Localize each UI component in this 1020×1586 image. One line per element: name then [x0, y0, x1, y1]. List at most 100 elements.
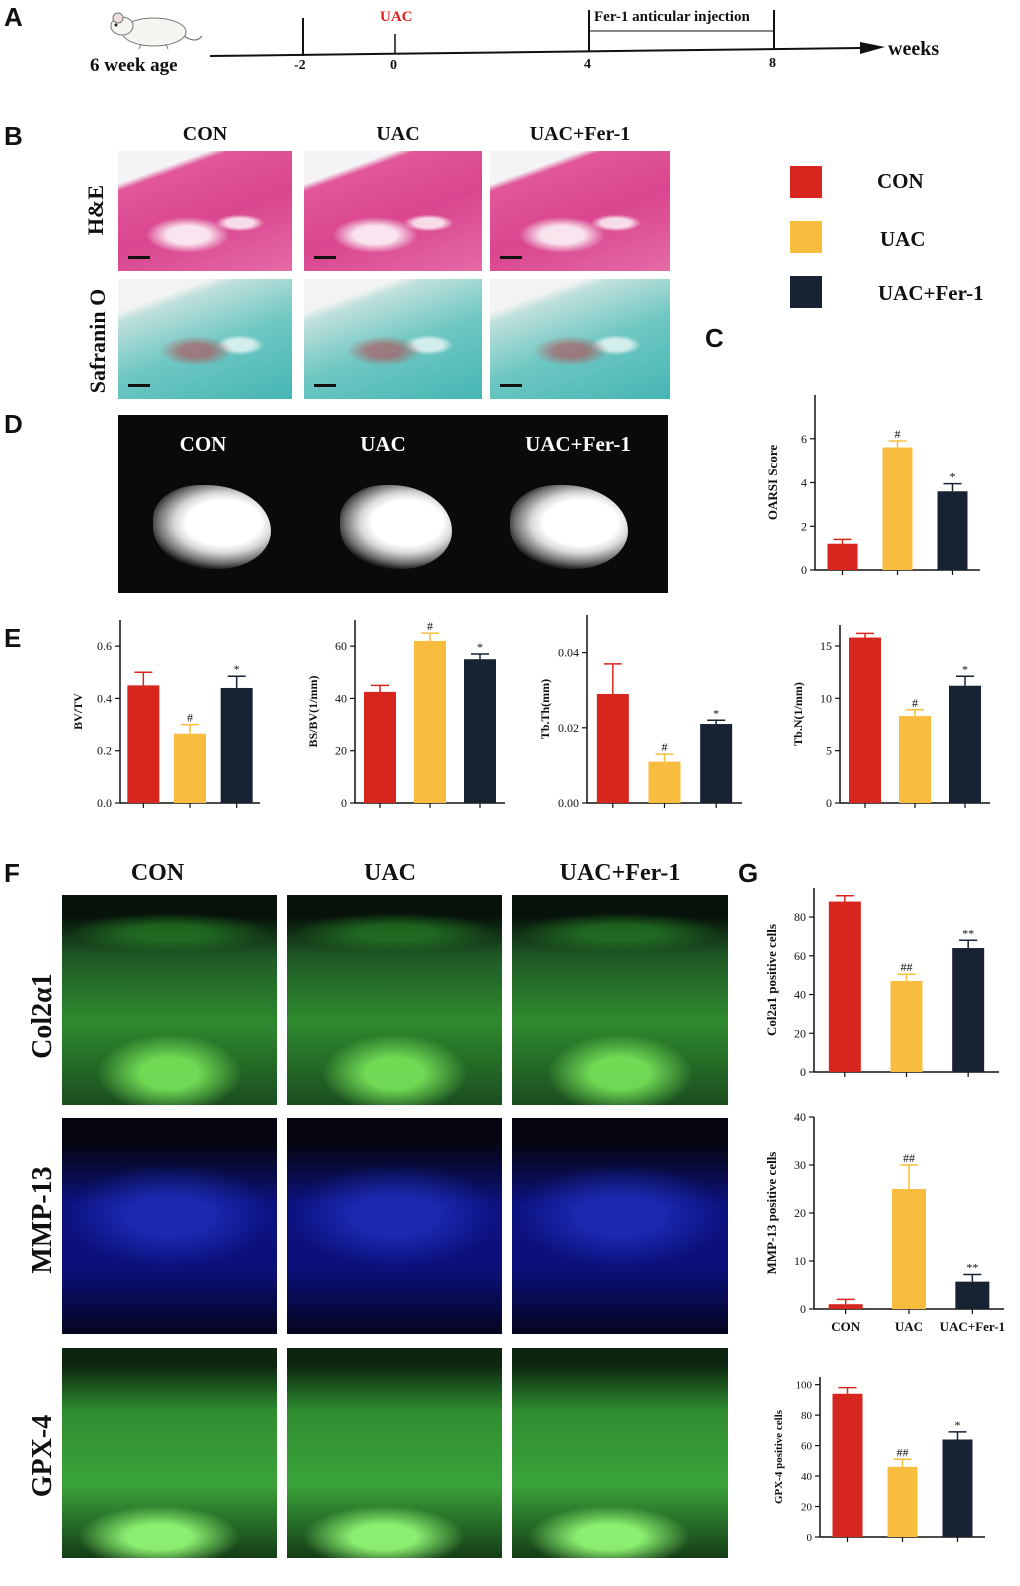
y-tick-label: 4	[801, 476, 807, 490]
bvtv-chart: 0.0 0.2 0.4 0.6 BV/TV # *	[71, 620, 260, 810]
bar-uac-fer-1	[955, 1281, 990, 1309]
y-tick-label: 0	[800, 1302, 806, 1316]
y-tick-label: 0.00	[558, 796, 579, 810]
injection-label: Fer-1 anticular injection	[594, 9, 750, 25]
significance-mark: **	[962, 926, 974, 940]
weeks-label: weeks	[888, 38, 940, 60]
y-axis-label: Tb.Th(mm)	[538, 679, 552, 739]
scale-bar	[314, 384, 336, 387]
tbth-chart: 0.00 0.02 0.04 Tb.Th(mm) # *	[538, 615, 742, 810]
bar-uac	[882, 447, 913, 570]
y-axis-label: GPX-4 positive cells	[773, 1409, 785, 1504]
significance-mark: ##	[903, 1151, 915, 1165]
significance-mark: #	[662, 740, 668, 754]
bar-con	[596, 693, 629, 803]
x-tick-label: CON	[831, 1319, 861, 1334]
y-tick-label: 20	[335, 744, 347, 758]
panel-label-f: F	[4, 858, 20, 888]
bone-scan-uac	[340, 485, 452, 569]
y-tick-label: 20	[794, 1206, 806, 1220]
x-tick-label: UAC+Fer-1	[940, 1319, 1005, 1334]
y-tick-label: 0.0	[97, 796, 112, 810]
bsbv-chart: 0 20 40 60 BS/BV(1/mm) # *	[306, 619, 505, 810]
significance-mark: ##	[901, 960, 913, 974]
histology-row-safranin: Safranin O	[85, 288, 110, 394]
y-tick-label: 0.4	[97, 691, 112, 705]
mmp13-con-image	[62, 1118, 277, 1334]
significance-mark: **	[966, 1260, 978, 1274]
col2a1-uacfer1-image	[512, 895, 728, 1105]
y-axis-label: Col2a1 positive cells	[764, 924, 779, 1036]
y-tick-label: 0	[807, 1532, 813, 1544]
bar-uac	[174, 733, 206, 803]
col2a1-con-image	[62, 895, 277, 1105]
y-tick-label: 5	[826, 744, 832, 758]
bar-con	[828, 1304, 863, 1309]
gpx4-con-image	[62, 1348, 277, 1558]
y-tick-label: 30	[794, 1158, 806, 1172]
y-tick-label: 0.2	[97, 744, 112, 758]
fluor-col-con: CON	[130, 860, 185, 886]
y-tick-label: 20	[801, 1502, 813, 1514]
y-tick-label: 60	[794, 949, 806, 963]
fluor-col-uac: UAC	[364, 860, 416, 886]
histology-row-he: H&E	[83, 184, 108, 236]
fluor-row-col2a1: Col2α1	[27, 973, 58, 1059]
timeline-tick-8: 8	[769, 56, 776, 71]
panel-label-g: G	[738, 858, 759, 888]
bar-uac-fer-1	[220, 687, 253, 803]
y-tick-label: 0.6	[97, 639, 112, 653]
bar-con	[127, 685, 160, 803]
col2a1-chart: 0 20 40 60 80 Col2a1 positive cells ## **	[764, 888, 999, 1079]
y-tick-label: 80	[801, 1410, 813, 1422]
y-axis-label: Tb.N(1/mm)	[791, 682, 805, 746]
bar-uac-fer-1	[464, 659, 496, 803]
y-tick-label: 2	[801, 519, 807, 533]
mmp13-uacfer1-image	[512, 1118, 728, 1334]
scale-bar	[128, 384, 150, 387]
y-tick-label: 0.02	[558, 721, 579, 735]
significance-mark: ##	[897, 1445, 909, 1459]
bar-uac-fer-1	[942, 1439, 973, 1537]
y-tick-label: 0.04	[558, 646, 579, 660]
y-axis-label: OARSI Score	[765, 445, 780, 520]
safranin-uacfer1-image	[490, 279, 670, 399]
y-tick-label: 60	[801, 1441, 813, 1453]
bar-con	[849, 637, 881, 803]
bone-scan-con	[153, 485, 271, 569]
y-tick-label: 40	[335, 691, 347, 705]
significance-mark: #	[187, 711, 193, 725]
panel-label-a: A	[4, 2, 23, 32]
he-uacfer1-image	[490, 151, 670, 271]
y-axis-label: BV/TV	[71, 693, 85, 730]
y-tick-label: 10	[820, 691, 832, 705]
bar-uac	[648, 761, 681, 803]
legend-swatch-uacfer1	[790, 276, 822, 308]
oarsi-chart: 0 2 4 6 OARSI Score # *	[765, 395, 980, 577]
gpx4-chart: 0 20 40 60 80 100 GPX-4 positive cells ## *	[773, 1377, 985, 1544]
significance-mark: *	[950, 470, 956, 484]
y-tick-label: 80	[794, 910, 806, 924]
scale-bar	[500, 256, 522, 259]
uac-timepoint-label: UAC	[380, 9, 413, 25]
gpx4-uacfer1-image	[512, 1348, 728, 1558]
significance-mark: *	[713, 706, 719, 720]
panel-label-c: C	[705, 323, 724, 353]
y-axis-label: BS/BV(1/mm)	[306, 675, 320, 747]
y-tick-label: 40	[794, 988, 806, 1002]
bar-uac-fer-1	[700, 724, 733, 803]
bar-uac	[892, 1189, 926, 1309]
bar-uac	[887, 1466, 918, 1537]
microct-label-con: CON	[179, 432, 227, 456]
y-tick-label: 0	[826, 796, 832, 810]
safranin-con-image	[118, 279, 292, 399]
mmp13-uac-image	[287, 1118, 502, 1334]
y-tick-label: 6	[801, 432, 807, 446]
bar-uac-fer-1	[937, 491, 968, 570]
y-tick-label: 15	[820, 639, 832, 653]
y-tick-label: 10	[794, 1254, 806, 1268]
y-tick-label: 0	[801, 563, 807, 577]
legend-label-con: CON	[877, 169, 924, 193]
panel-label-d: D	[4, 409, 23, 439]
histology-col-uac: UAC	[376, 123, 420, 145]
